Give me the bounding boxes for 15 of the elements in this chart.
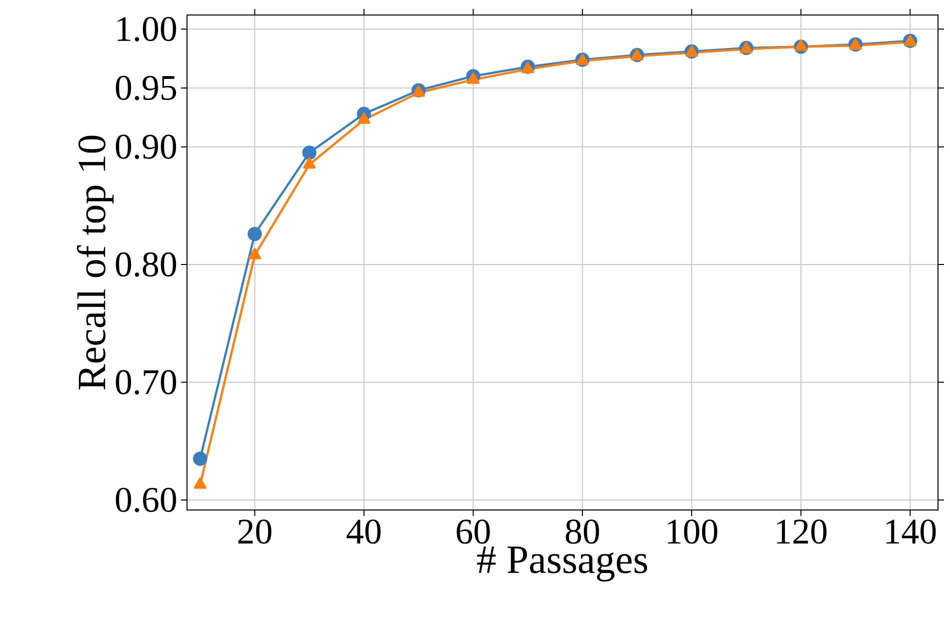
y-tick-label: 0.80 [116,252,176,277]
y-tick-label: 1.00 [118,16,176,42]
x-tick-label: 100 [668,520,718,544]
x-tick-label: 20 [238,520,272,544]
y-tick-label: 0.90 [116,134,176,160]
y-tick-label: 0.95 [116,76,176,100]
y-tick-label: 0.60 [116,488,176,512]
y-tick-label: 0.70 [116,370,176,394]
x-tick-label: 40 [346,520,381,544]
x-tick-label: 120 [777,520,827,544]
x-tick-label: 80 [566,520,600,544]
x-tick-label: 60 [456,520,490,544]
x-axis-title: # Passages [477,546,648,582]
x-tick-label: 140 [886,520,936,544]
y-axis-title: Recall of top 10 [76,136,114,390]
